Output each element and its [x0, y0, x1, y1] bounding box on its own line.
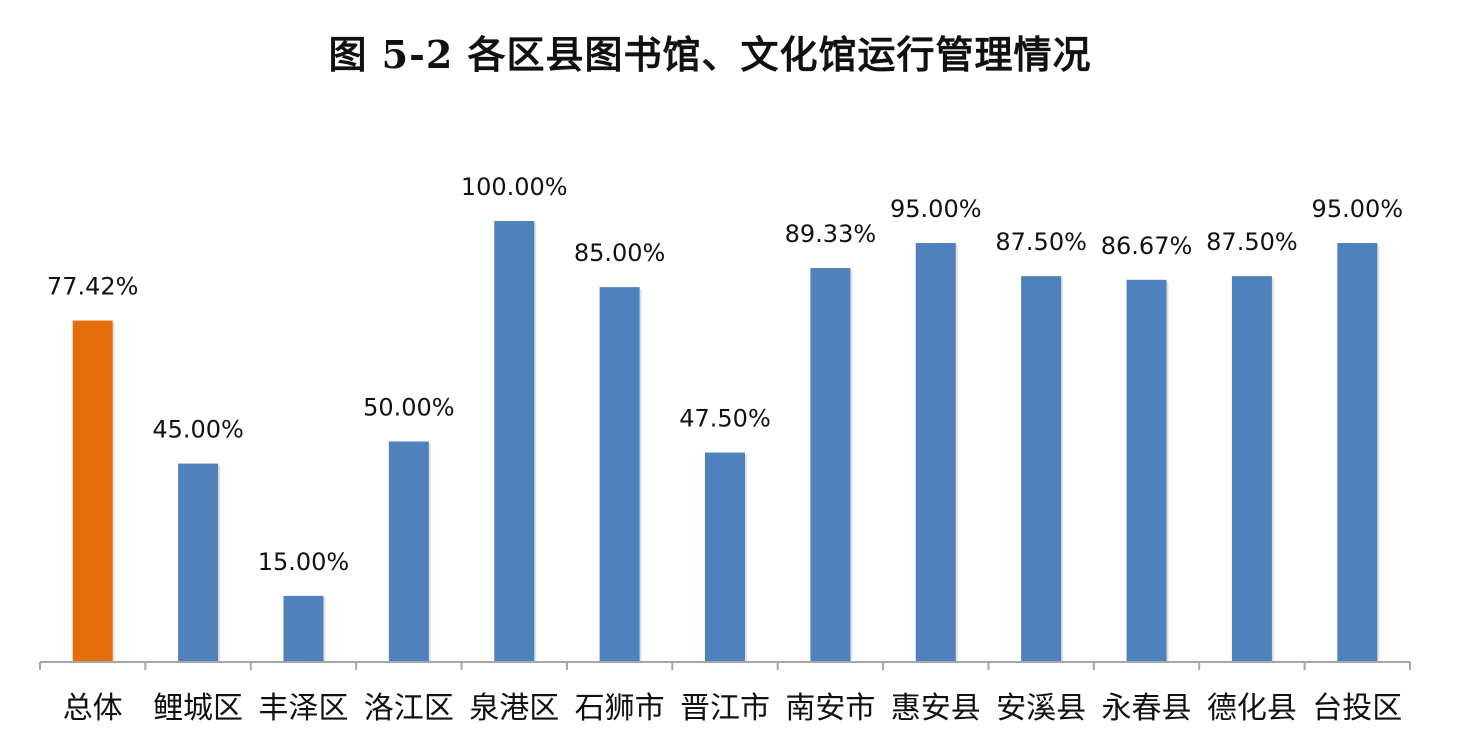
- category-label: 惠安县: [891, 691, 981, 726]
- bar-总体: [72, 320, 113, 662]
- bar-丰泽区: [283, 595, 324, 662]
- category-label: 丰泽区: [258, 691, 348, 726]
- data-label: 45.00%: [152, 416, 244, 444]
- data-label: 87.50%: [995, 228, 1087, 256]
- bar-洛江区: [388, 441, 429, 662]
- bar-泉港区: [494, 221, 535, 662]
- bar-安溪县: [1021, 276, 1062, 662]
- category-label: 安溪县: [996, 691, 1086, 726]
- bars-layer: [72, 221, 1380, 663]
- bar-晋江市: [705, 452, 745, 662]
- data-label: 89.33%: [785, 220, 877, 248]
- data-label: 95.00%: [1312, 195, 1404, 223]
- labels-layer: 77.42% 总体 45.00% 鲤城区 15.00% 丰泽区 50.00% 洛江区 100.0…: [47, 173, 1403, 726]
- category-label: 鲤城区: [153, 691, 243, 726]
- x-axis: [39, 661, 1411, 670]
- bar-鲤城区: [178, 463, 219, 662]
- category-label: 永春县: [1102, 691, 1192, 726]
- data-label: 77.42%: [47, 273, 139, 301]
- category-label: 洛江区: [364, 691, 454, 726]
- data-label: 15.00%: [258, 548, 350, 576]
- data-label: 50.00%: [363, 394, 455, 422]
- bar-德化县: [1231, 276, 1272, 662]
- bar-石狮市: [599, 287, 640, 662]
- data-label: 95.00%: [890, 195, 982, 223]
- data-label: 85.00%: [574, 239, 666, 267]
- category-label: 德化县: [1207, 691, 1297, 726]
- category-label: 石狮市: [575, 691, 665, 726]
- category-label: 台投区: [1312, 691, 1402, 726]
- category-label: 南安市: [785, 691, 875, 726]
- category-label: 晋江市: [680, 691, 770, 726]
- chart-title: 图 5-2 各区县图书馆、文化馆运行管理情况: [328, 32, 1092, 77]
- category-label: 泉港区: [469, 691, 559, 726]
- data-label: 86.67%: [1101, 232, 1193, 260]
- data-label: 47.50%: [679, 405, 771, 433]
- bar-南安市: [810, 268, 851, 662]
- category-label: 总体: [63, 691, 123, 726]
- bar-台投区: [1337, 243, 1378, 663]
- bar-永春县: [1126, 279, 1167, 662]
- data-label: 87.50%: [1206, 228, 1298, 256]
- bar-惠安县: [915, 243, 956, 663]
- data-label: 100.00%: [461, 173, 568, 201]
